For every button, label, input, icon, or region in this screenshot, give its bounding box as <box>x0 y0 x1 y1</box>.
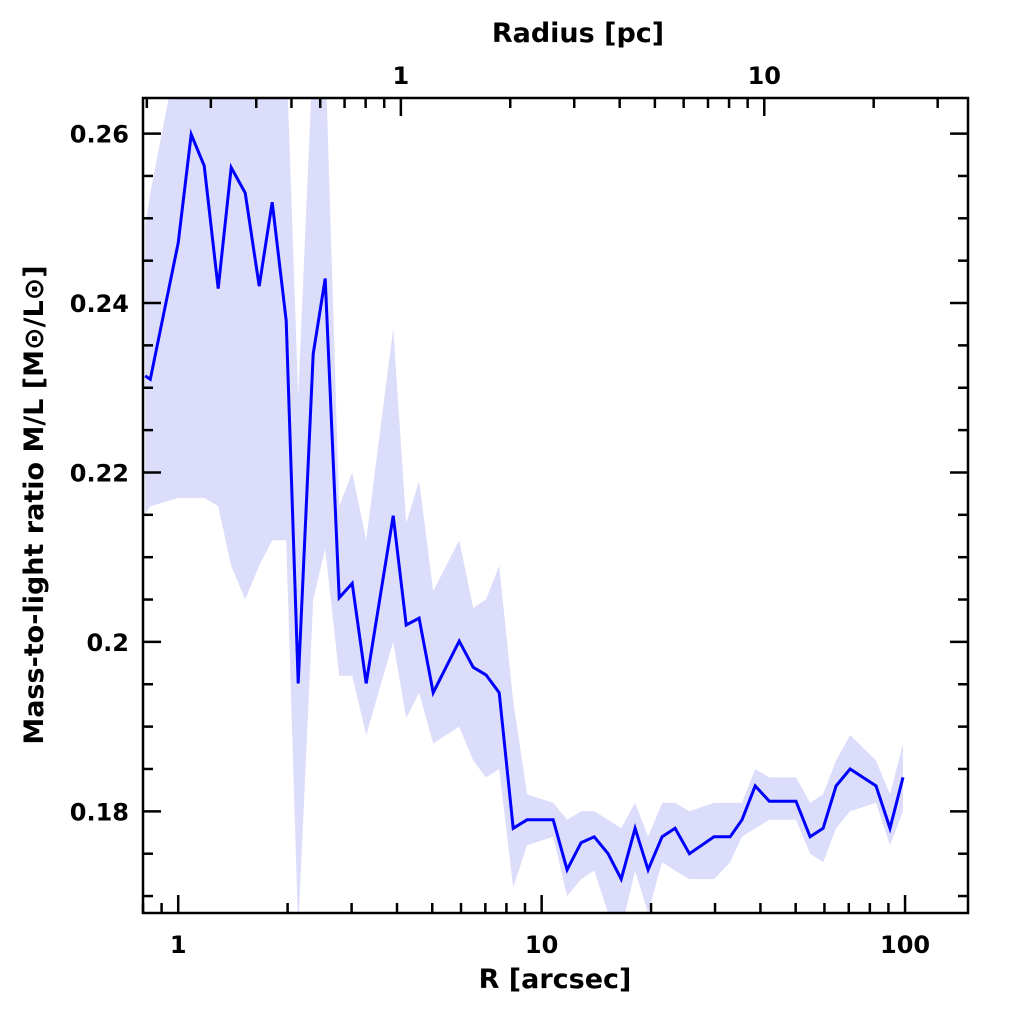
x-axis-title: R [arcsec] <box>479 964 632 995</box>
axis-ticks: 1 10 100 1 10 0.18 0.2 0.22 0.24 0.26 <box>70 62 968 959</box>
uncertainty-band <box>145 98 903 913</box>
y-tick-label: 0.2 <box>86 629 129 657</box>
series-line-group <box>144 128 905 884</box>
uncertainty-band-group <box>145 98 903 913</box>
x-tick-label: 100 <box>880 931 930 959</box>
x2-tick-label: 10 <box>748 62 781 90</box>
y-tick-label: 0.24 <box>70 290 129 318</box>
x-tick-label: 1 <box>170 931 187 959</box>
y-tick-label: 0.26 <box>70 121 129 149</box>
plot-frame <box>141 96 970 915</box>
x-tick-label: 10 <box>525 931 558 959</box>
x2-tick-label: 1 <box>393 62 410 90</box>
y-axis-title: Mass-to-light ratio M/L [M⊙/L⊙] <box>19 265 50 744</box>
top-x-axis-title: Radius [pc] <box>492 18 664 49</box>
y-tick-label: 0.22 <box>70 459 129 487</box>
y-tick-label: 0.18 <box>70 798 129 826</box>
